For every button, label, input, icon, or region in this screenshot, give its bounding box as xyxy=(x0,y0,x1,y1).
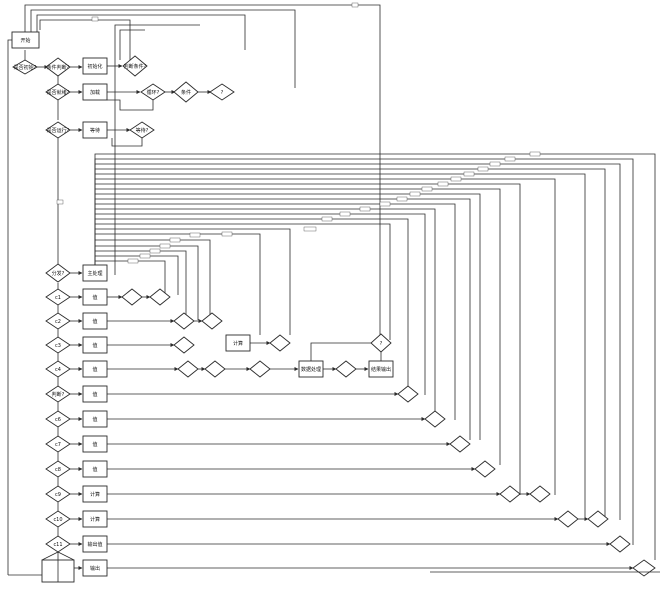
load-label: 加载 xyxy=(90,89,100,96)
cond-run-diamond xyxy=(45,121,71,139)
cond-loop-label: 循环? xyxy=(147,89,160,96)
svg-text:c4: c4 xyxy=(55,367,61,373)
case-rows: c1 值 c2 值 c3 值 计算 c4 值 xyxy=(8,288,656,583)
init-block-label: 初始化 xyxy=(87,63,102,70)
svg-text:c7: c7 xyxy=(55,442,61,448)
start-label: 开始 xyxy=(20,37,30,44)
case-2-diamond xyxy=(45,312,71,330)
case-3-diamond xyxy=(45,336,71,354)
final-diamond xyxy=(632,559,656,577)
cond-wait-label: 等待? xyxy=(136,127,149,134)
main-proc-block xyxy=(82,264,108,282)
cond-a-diamond xyxy=(45,57,71,77)
svg-text:c8: c8 xyxy=(55,467,61,473)
case-4-diamond xyxy=(45,360,71,378)
svg-text:结果输出: 结果输出 xyxy=(371,366,391,373)
svg-text:c2: c2 xyxy=(55,319,61,325)
cond-b-label: 判断条件? xyxy=(124,63,147,70)
svg-text:c6: c6 xyxy=(55,417,61,423)
svg-text:c1: c1 xyxy=(55,295,61,301)
top-section: 开始 是否初始? 条件判断? 初始化 判断条件? 是否就绪? 加载 循环? 条件… xyxy=(11,31,235,147)
svg-text:值: 值 xyxy=(92,416,97,423)
wait-label: 等待 xyxy=(90,127,100,134)
svg-text:输出值: 输出值 xyxy=(87,541,102,548)
svg-text:计算: 计算 xyxy=(233,340,243,347)
svg-text:值: 值 xyxy=(92,366,97,373)
svg-text:判断?: 判断? xyxy=(52,391,65,398)
case-8-diamond xyxy=(45,460,71,478)
svg-text:?: ? xyxy=(380,341,383,347)
svg-text:计算: 计算 xyxy=(90,491,100,498)
cond-b-diamond xyxy=(122,55,148,77)
svg-text:c9: c9 xyxy=(55,492,61,498)
sub-check-diamond xyxy=(370,333,392,353)
case-5-diamond xyxy=(45,385,71,403)
main-proc-label: 主处理 xyxy=(87,270,102,277)
svg-text:数据处理: 数据处理 xyxy=(301,366,321,373)
init-check-diamond xyxy=(12,59,38,75)
cond-c-label: 条件 xyxy=(181,89,191,96)
cond-ready-diamond xyxy=(45,83,71,101)
cond-ready-label: 是否就绪? xyxy=(47,89,70,96)
svg-text:计算: 计算 xyxy=(90,516,100,523)
svg-text:值: 值 xyxy=(92,318,97,325)
svg-text:值: 值 xyxy=(92,342,97,349)
svg-text:值: 值 xyxy=(92,294,97,301)
start-node xyxy=(11,31,40,49)
cond-run-label: 是否运行? xyxy=(47,127,70,134)
case-1-diamond xyxy=(45,288,71,306)
svg-text:值: 值 xyxy=(92,466,97,473)
svg-text:c11: c11 xyxy=(53,542,62,548)
dispatch-diamond xyxy=(45,263,71,283)
svg-text:值: 值 xyxy=(92,391,97,398)
svg-text:c3: c3 xyxy=(55,343,61,349)
dispatch-section: 分发? 主处理 xyxy=(45,263,108,283)
cond-d-label: ? xyxy=(221,90,224,96)
svg-text:输出: 输出 xyxy=(90,565,100,572)
init-check-label: 是否初始? xyxy=(14,64,37,71)
svg-text:c10: c10 xyxy=(53,517,62,523)
svg-text:值: 值 xyxy=(92,441,97,448)
case-7-diamond xyxy=(45,435,71,453)
case-10-diamond xyxy=(45,510,71,528)
case-6-diamond xyxy=(45,410,71,428)
cond-d-diamond xyxy=(209,83,235,101)
dispatch-label: 分发? xyxy=(52,270,65,277)
cond-c-diamond xyxy=(173,81,199,103)
edge-labels xyxy=(56,2,541,264)
feedback-lines xyxy=(24,4,656,560)
cond-a-label: 条件判断? xyxy=(47,64,70,71)
case-9-diamond xyxy=(45,485,71,503)
